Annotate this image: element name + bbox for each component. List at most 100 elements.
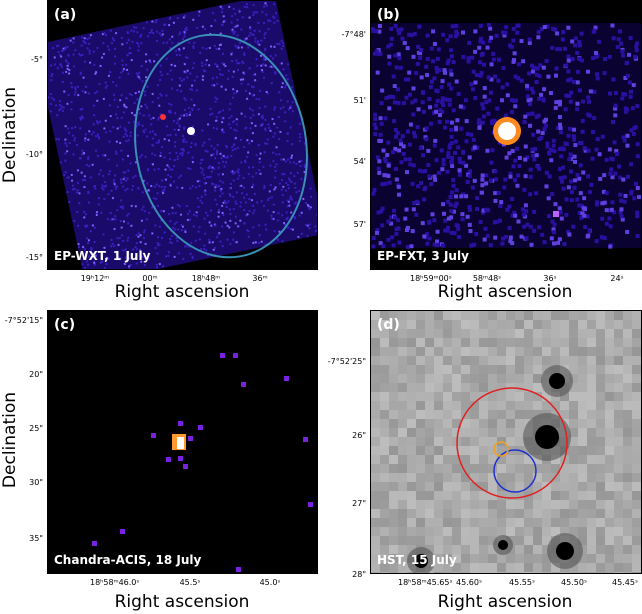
- noise-pixel: [410, 100, 415, 105]
- noise-pixel: [269, 164, 272, 167]
- noise-pixel: [246, 155, 249, 159]
- image-pixel: [434, 401, 443, 410]
- noise-pixel: [378, 51, 383, 56]
- image-pixel: [398, 338, 407, 347]
- noise-pixel: [101, 32, 105, 36]
- noise-pixel: [236, 68, 240, 72]
- noise-pixel: [407, 70, 412, 75]
- noise-pixel: [116, 105, 119, 109]
- noise-pixel: [170, 234, 174, 238]
- noise-pixel: [189, 87, 192, 91]
- image-pixel: [587, 572, 596, 573]
- noise-pixel: [155, 183, 158, 186]
- noise-pixel: [219, 43, 223, 46]
- noise-pixel: [608, 224, 613, 229]
- noise-pixel: [456, 226, 461, 231]
- noise-pixel: [515, 30, 520, 35]
- noise-pixel: [268, 190, 271, 193]
- image-pixel: [578, 509, 587, 518]
- noise-pixel: [95, 210, 99, 214]
- image-pixel: [407, 320, 416, 329]
- image-pixel: [389, 383, 398, 392]
- noise-pixel: [257, 224, 261, 227]
- noise-pixel: [109, 70, 112, 74]
- noise-pixel: [493, 169, 498, 174]
- noise-pixel: [67, 176, 70, 179]
- image-pixel: [524, 572, 533, 573]
- image-pixel: [380, 419, 389, 428]
- noise-pixel: [283, 111, 287, 114]
- noise-pixel: [248, 92, 251, 95]
- noise-pixel: [81, 36, 84, 39]
- image-pixel: [470, 446, 479, 455]
- image-pixel: [479, 473, 488, 482]
- noise-pixel: [62, 106, 65, 109]
- noise-pixel: [314, 229, 317, 233]
- image-pixel: [524, 500, 533, 509]
- image-pixel: [632, 401, 641, 410]
- noise-pixel: [291, 100, 294, 104]
- noise-pixel: [616, 37, 621, 42]
- noise-pixel: [421, 169, 426, 174]
- noise-pixel: [441, 32, 446, 37]
- noise-pixel: [443, 125, 448, 130]
- image-pixel: [434, 563, 443, 572]
- noise-pixel: [503, 177, 508, 182]
- noise-pixel: [387, 106, 392, 111]
- noise-pixel: [515, 183, 520, 188]
- image-pixel: [380, 437, 389, 446]
- noise-pixel: [486, 75, 491, 80]
- noise-pixel: [572, 127, 577, 132]
- image-pixel: [533, 482, 542, 491]
- noise-pixel: [253, 29, 256, 32]
- image-pixel: [461, 509, 470, 518]
- image-pixel: [461, 320, 470, 329]
- noise-pixel: [120, 149, 123, 152]
- noise-pixel: [512, 210, 517, 215]
- noise-pixel: [446, 58, 451, 63]
- image-pixel: [398, 563, 407, 572]
- image-pixel: [452, 572, 461, 573]
- noise-pixel: [478, 39, 483, 44]
- noise-pixel: [286, 158, 290, 161]
- noise-pixel: [633, 181, 638, 186]
- noise-pixel: [290, 86, 294, 89]
- noise-pixel: [281, 41, 285, 45]
- noise-pixel: [279, 99, 283, 102]
- image-pixel: [398, 491, 407, 500]
- noise-pixel: [519, 234, 524, 239]
- noise-pixel: [94, 72, 97, 75]
- noise-pixel: [390, 235, 395, 240]
- image-pixel: [470, 347, 479, 356]
- noise-pixel: [145, 135, 149, 138]
- noise-pixel: [566, 133, 571, 138]
- image-pixel: [515, 374, 524, 383]
- image-pixel: [614, 437, 623, 446]
- noise-pixel: [440, 100, 445, 105]
- noise-pixel: [95, 90, 99, 93]
- noise-pixel: [142, 231, 146, 234]
- noise-pixel: [91, 255, 95, 258]
- noise-pixel: [509, 110, 514, 115]
- image-pixel: [497, 527, 506, 536]
- noise-pixel: [634, 44, 639, 49]
- image-pixel: [551, 347, 560, 356]
- noise-pixel: [140, 153, 144, 157]
- wxt-field: [48, 1, 317, 269]
- noise-pixel: [66, 67, 69, 71]
- noise-pixel: [424, 126, 429, 131]
- noise-pixel: [275, 146, 278, 149]
- noise-pixel: [276, 219, 280, 222]
- noise-pixel: [539, 92, 544, 97]
- image-pixel: [461, 401, 470, 410]
- noise-pixel: [159, 92, 162, 96]
- noise-pixel: [109, 29, 113, 32]
- image-pixel: [479, 563, 488, 572]
- noise-pixel: [124, 128, 127, 132]
- star: [498, 540, 508, 550]
- noise-pixel: [441, 162, 446, 167]
- noise-pixel: [94, 91, 97, 95]
- noise-pixel: [562, 175, 567, 180]
- noise-pixel: [76, 181, 80, 185]
- image-pixel: [533, 518, 542, 527]
